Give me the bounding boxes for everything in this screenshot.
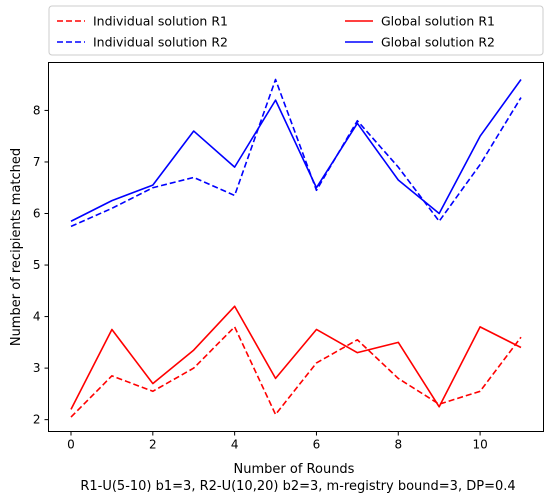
x-tick-label: 10 — [472, 438, 487, 452]
legend-frame — [48, 5, 544, 56]
x-tick-label: 2 — [149, 438, 157, 452]
y-tick-label: 5 — [33, 258, 41, 272]
series-line-global-solution-r2 — [70, 79, 522, 222]
y-axis-label: Number of recipients matched — [9, 148, 24, 346]
series-line-global-solution-r1 — [70, 305, 522, 410]
y-tick-label: 6 — [33, 207, 41, 221]
legend-label: Individual solution R2 — [93, 35, 228, 50]
legend: Individual solution R1 Individual solutio… — [48, 5, 544, 56]
legend-label: Global solution R1 — [381, 14, 495, 29]
series-line-individual-solution-r1 — [70, 326, 522, 418]
legend-label: Individual solution R1 — [93, 14, 228, 29]
y-tick-label: 2 — [33, 413, 41, 427]
x-tick-label: 6 — [313, 438, 321, 452]
plot-area — [48, 62, 544, 432]
y-tick-label: 3 — [33, 361, 41, 375]
series-line-individual-solution-r2 — [70, 78, 522, 228]
x-tick-label: 8 — [394, 438, 402, 452]
y-tick-label: 8 — [33, 103, 41, 117]
y-tick-label: 7 — [33, 155, 41, 169]
chart-caption: R1-U(5-10) b1=3, R2-U(10,20) b2=3, m-reg… — [80, 479, 515, 494]
x-tick-label: 4 — [231, 438, 239, 452]
x-tick-label: 0 — [67, 438, 75, 452]
x-axis-label: Number of Rounds — [234, 462, 355, 477]
y-tick-label: 4 — [33, 310, 41, 324]
legend-label: Global solution R2 — [381, 35, 495, 50]
